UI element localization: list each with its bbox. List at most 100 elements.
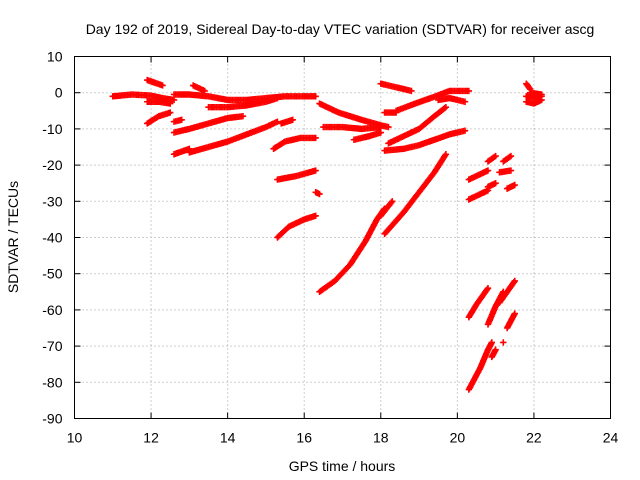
x-tick-label: 20: [450, 430, 466, 446]
data-point: [538, 96, 545, 104]
y-tick-label: -60: [42, 302, 62, 318]
data-point: [492, 152, 499, 160]
series-arc9: [170, 113, 247, 136]
series-arc16: [274, 212, 319, 241]
y-tick-label: -70: [42, 338, 62, 354]
data-point: [312, 93, 319, 100]
x-tick-label: 16: [296, 430, 312, 446]
axis-ticks: [74, 56, 611, 419]
series-arc37: [465, 339, 496, 393]
data-point: [484, 167, 492, 174]
data-point: [511, 310, 518, 317]
series-arc21: [377, 80, 415, 95]
series-arc2: [144, 98, 174, 107]
data-points: [109, 76, 545, 393]
data-point: [483, 286, 491, 293]
y-tick-label: 0: [55, 85, 63, 101]
data-point: [389, 198, 396, 205]
y-tick-label: -20: [42, 157, 62, 173]
data-point: [377, 129, 384, 136]
y-tick-labels: 10 0 -10 -20 -30 -40 -50 -60 -70 -80 -90: [42, 49, 62, 427]
series-arc5: [170, 116, 185, 125]
data-point: [511, 181, 518, 189]
series-arc41: [500, 339, 507, 346]
data-point: [538, 91, 545, 98]
data-point: [159, 82, 166, 89]
y-tick-label: -90: [42, 411, 62, 427]
data-point: [316, 190, 323, 198]
series-arc7: [205, 94, 281, 111]
series-arc8: [189, 82, 208, 95]
data-point: [461, 98, 469, 105]
chart-title: Day 192 of 2019, Sidereal Day-to-day VTE…: [86, 21, 595, 37]
x-tick-label: 22: [526, 430, 542, 446]
series-arc19: [320, 123, 384, 133]
series-arc42: [503, 310, 518, 332]
series-arc36: [465, 284, 492, 321]
data-point: [170, 96, 178, 104]
series-arc28: [377, 198, 396, 219]
series-arc10: [170, 145, 193, 158]
x-tick-labels: 10 12 14 16 18 20 22 24: [67, 430, 619, 446]
data-point: [488, 339, 496, 346]
series-arc15: [312, 189, 323, 198]
data-point: [274, 94, 281, 102]
y-tick-label: -50: [42, 266, 62, 282]
data-point: [492, 346, 499, 353]
data-point: [511, 277, 518, 285]
data-point: [312, 167, 319, 174]
data-point: [312, 212, 319, 219]
series-arc40: [496, 277, 518, 306]
data-point: [201, 87, 208, 95]
data-point: [274, 118, 281, 125]
series-arc29: [465, 167, 492, 183]
y-tick-label: -80: [42, 374, 62, 390]
data-point: [289, 116, 296, 124]
series-arc12: [278, 116, 296, 127]
x-tick-label: 10: [67, 430, 83, 446]
series-arc23: [392, 87, 473, 114]
series-arc27: [381, 151, 450, 238]
series-arc26: [435, 94, 469, 105]
data-point: [510, 278, 518, 286]
data-point: [442, 151, 450, 158]
data-point: [377, 123, 384, 131]
series-arc25: [385, 103, 450, 147]
x-tick-label: 12: [143, 430, 159, 446]
data-point: [461, 127, 469, 134]
x-tick-label: 18: [373, 430, 389, 446]
series-arc6: [170, 91, 319, 104]
series-arc11: [186, 118, 281, 156]
series-arc31: [484, 152, 499, 165]
series-arc32: [484, 180, 499, 191]
data-point: [239, 113, 247, 120]
series-arc24: [381, 127, 469, 154]
x-axis-label: GPS time / hours: [289, 458, 396, 474]
series-arc46: [526, 89, 545, 98]
series-arc14: [274, 167, 319, 183]
series-arc17: [316, 205, 388, 295]
data-point: [178, 116, 185, 124]
series-arc20: [350, 129, 384, 143]
data-point: [408, 87, 415, 95]
y-tick-label: -30: [42, 193, 62, 209]
series-arc3: [144, 76, 166, 89]
series-arc39: [488, 346, 499, 361]
data-point: [507, 152, 515, 160]
data-point: [484, 284, 492, 292]
data-point: [491, 153, 498, 161]
y-tick-label: -40: [42, 230, 62, 246]
y-tick-label: 10: [47, 49, 63, 65]
y-axis-label: SDTVAR / TECUs: [5, 181, 21, 293]
data-point: [465, 87, 473, 95]
series-arc18: [316, 100, 392, 131]
data-point: [167, 109, 174, 116]
data-point: [312, 134, 319, 142]
series-arc34: [503, 181, 518, 192]
series-arc1: [109, 91, 178, 104]
series-arc33: [500, 152, 515, 165]
data-point: [507, 167, 515, 174]
series-arc35: [496, 167, 515, 176]
data-point: [492, 180, 499, 187]
